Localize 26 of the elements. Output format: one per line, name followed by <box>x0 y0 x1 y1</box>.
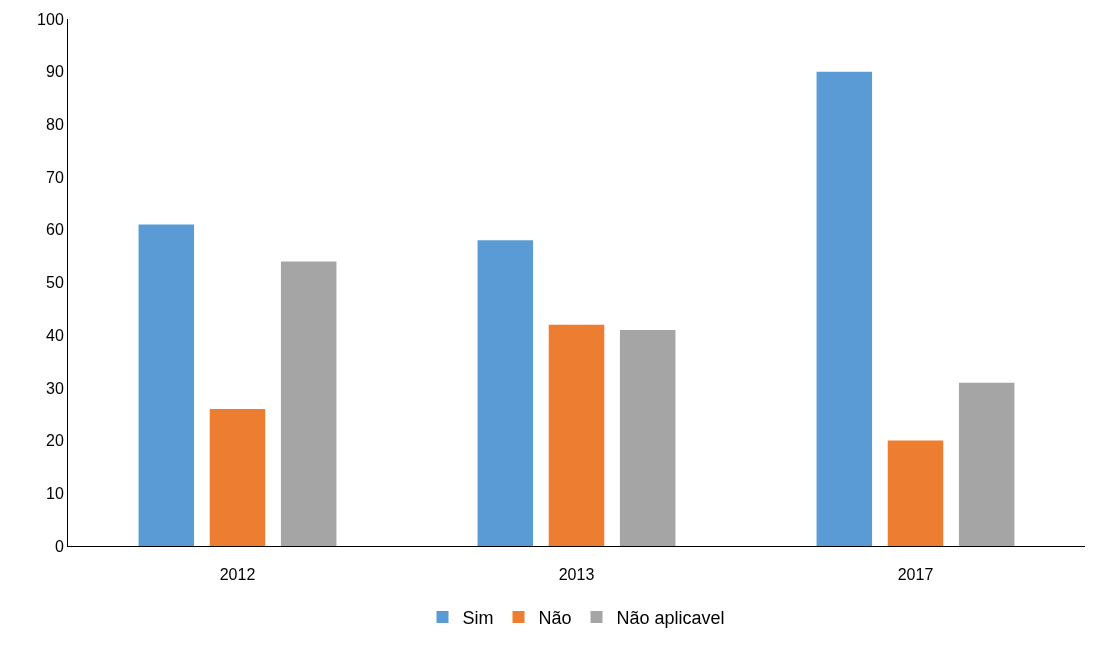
y-tick-label: 10 <box>46 484 64 502</box>
x-tick-label: 2013 <box>558 566 595 584</box>
bar <box>477 240 534 546</box>
bar <box>280 261 337 546</box>
bar <box>816 71 873 546</box>
bar <box>887 440 944 546</box>
y-tick-label: 60 <box>46 221 64 239</box>
bar <box>209 408 266 546</box>
legend-label: Sim <box>462 607 494 628</box>
y-tick-label: 80 <box>46 116 64 133</box>
bar <box>958 382 1015 546</box>
legend-label: Não <box>538 607 572 628</box>
y-tick-label: 100 <box>37 10 64 28</box>
y-tick-label: 70 <box>46 168 64 186</box>
legend-label: Não aplicavel <box>616 607 725 628</box>
y-tick-label: 90 <box>46 63 64 81</box>
x-tick-label: 2012 <box>219 566 256 584</box>
bar <box>619 329 676 546</box>
y-tick-label: 50 <box>46 274 64 292</box>
y-tick-label: 20 <box>46 432 64 450</box>
y-tick-label: 30 <box>46 379 64 397</box>
bar <box>138 224 195 546</box>
y-tick-label: 0 <box>54 537 64 555</box>
bar <box>548 324 605 546</box>
x-tick-label: 2017 <box>897 566 934 584</box>
y-tick-label: 40 <box>46 326 64 344</box>
